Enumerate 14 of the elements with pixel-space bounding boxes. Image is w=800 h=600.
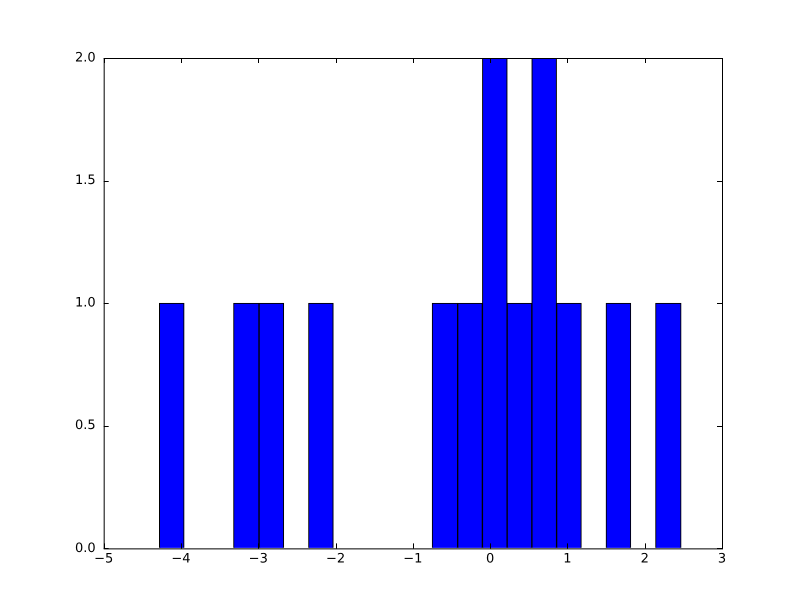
x-tick-label: −4 <box>171 552 191 567</box>
x-tick-label: 3 <box>718 552 726 567</box>
x-tick-label: −3 <box>248 552 268 567</box>
x-tick-label: 0 <box>486 552 494 567</box>
y-tick-label: 1.0 <box>74 296 96 311</box>
y-tick-label: 0.0 <box>74 540 96 556</box>
x-tick-label: 1 <box>563 552 572 567</box>
y-tick-label: 2.0 <box>74 50 96 66</box>
x-tick-label: −5 <box>94 552 114 567</box>
x-tick-label: −2 <box>326 552 346 567</box>
x-tick-label: −1 <box>403 552 422 567</box>
x-tick-label: 2 <box>640 552 649 567</box>
y-tick-label: 0.5 <box>74 418 96 434</box>
y-tick-label: 1.5 <box>74 172 96 188</box>
